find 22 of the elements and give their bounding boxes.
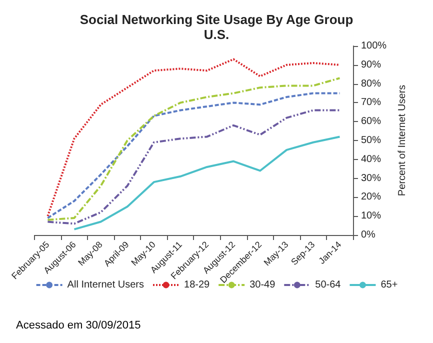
- y-tick-label: 10%: [361, 210, 382, 222]
- line-series: [46, 109, 341, 225]
- legend-label: 65+: [380, 280, 398, 290]
- legend-label: 30-49: [250, 280, 276, 290]
- y-tick-label: 30%: [361, 172, 382, 184]
- y-tick-label: 20%: [361, 192, 382, 203]
- y-tick-label: 90%: [361, 59, 382, 70]
- chart-subtitle: U.S.: [204, 27, 230, 42]
- y-tick-label: 50%: [361, 135, 382, 146]
- y-axis-title: Percent of Internet Users: [396, 84, 408, 196]
- y-tick-label: 100%: [361, 40, 387, 52]
- legend-label: All Internet Users: [67, 280, 144, 290]
- y-tick-label: 40%: [361, 154, 382, 165]
- y-tick-label: 60%: [361, 116, 382, 128]
- y-tick-label: 0%: [361, 230, 376, 240]
- y-tick-label: 70%: [361, 97, 382, 108]
- line-series: [73, 136, 341, 230]
- legend-label: 18-29: [184, 280, 210, 290]
- y-tick-label: 80%: [361, 78, 382, 90]
- chart-title: Social Networking Site Usage By Age Group: [80, 12, 354, 27]
- text: Acessado em 30/09/2015: [16, 320, 141, 332]
- legend-label: 50-64: [315, 280, 342, 290]
